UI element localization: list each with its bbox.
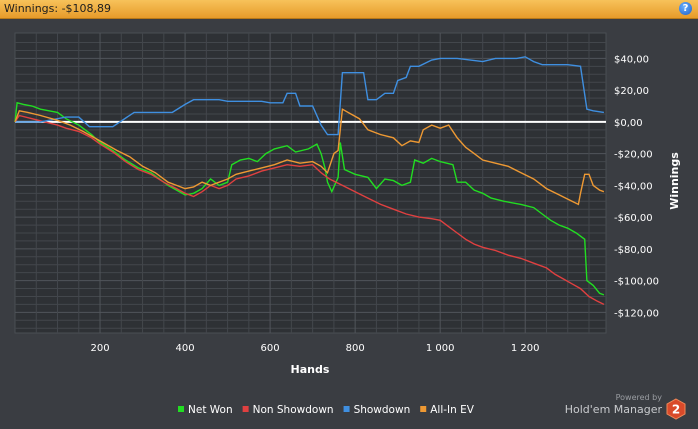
powered-by: Powered by Hold'em Manager [562, 393, 662, 416]
y-tick-label: -$60,00 [614, 213, 653, 224]
legend-swatch-all-in-ev [420, 406, 427, 412]
legend-swatch-net-won [178, 406, 184, 412]
hm-logo-text: 2 [672, 403, 680, 417]
help-icon[interactable]: ? [679, 2, 692, 15]
series-line-showdown [15, 56, 605, 136]
product-name: Hold'em Manager [564, 403, 662, 416]
legend-swatch-non-showdown [242, 406, 249, 412]
y-tick-label: -$20,00 [614, 150, 653, 161]
series-lines [14, 56, 605, 306]
page-title: Winnings: -$108,89 [4, 2, 112, 15]
y-tick-label: $20,00 [614, 86, 649, 97]
y-axis-ticks: $40,00 $20,00 $0,00 -$20,00 -$40,00 -$60,00 -$… [614, 54, 659, 319]
x-tick-label: 200 [90, 343, 109, 354]
x-axis-label: Hands [291, 363, 330, 376]
x-axis-ticks: 200 400 600 800 1 000 1 200 [90, 343, 539, 354]
x-tick-label: 1 200 [511, 343, 540, 354]
y-tick-label: -$80,00 [614, 245, 653, 256]
y-tick-label: -$100,00 [614, 277, 659, 288]
legend: Net Won Non Showdown Showdown All-In EV [178, 404, 475, 416]
series-line-net-won [14, 101, 605, 296]
y-tick-label: -$40,00 [614, 181, 653, 192]
legend-label-showdown[interactable]: Showdown [354, 404, 411, 416]
series-line-all-in-ev [14, 108, 605, 206]
y-tick-label: -$120,00 [614, 308, 659, 319]
series-line-non-showdown [14, 114, 605, 306]
x-tick-label: 400 [176, 343, 195, 354]
legend-label-all-in-ev[interactable]: All-In EV [430, 404, 475, 416]
y-axis-label: Winnings [668, 152, 681, 210]
title-bar: Winnings: -$108,89 ? [0, 0, 698, 19]
x-tick-label: 600 [261, 343, 280, 354]
y-tick-label: $0,00 [614, 118, 643, 129]
powered-by-label: Powered by [615, 393, 662, 402]
x-tick-label: 800 [346, 343, 365, 354]
winnings-chart: 200 400 600 800 1 000 1 200 $40,00 $20,00 $0,00… [14, 32, 681, 416]
plot-area [14, 32, 607, 334]
y-tick-label: $40,00 [614, 54, 649, 65]
chart-panel: 200 400 600 800 1 000 1 200 $40,00 $20,00 $0,00… [0, 19, 698, 425]
hm-logo-icon: 2 [666, 398, 686, 420]
grid-lines [15, 33, 606, 333]
x-tick-label: 1 000 [426, 343, 455, 354]
legend-label-net-won[interactable]: Net Won [188, 404, 233, 416]
legend-swatch-showdown [343, 406, 350, 412]
legend-label-non-showdown[interactable]: Non Showdown [253, 404, 334, 416]
